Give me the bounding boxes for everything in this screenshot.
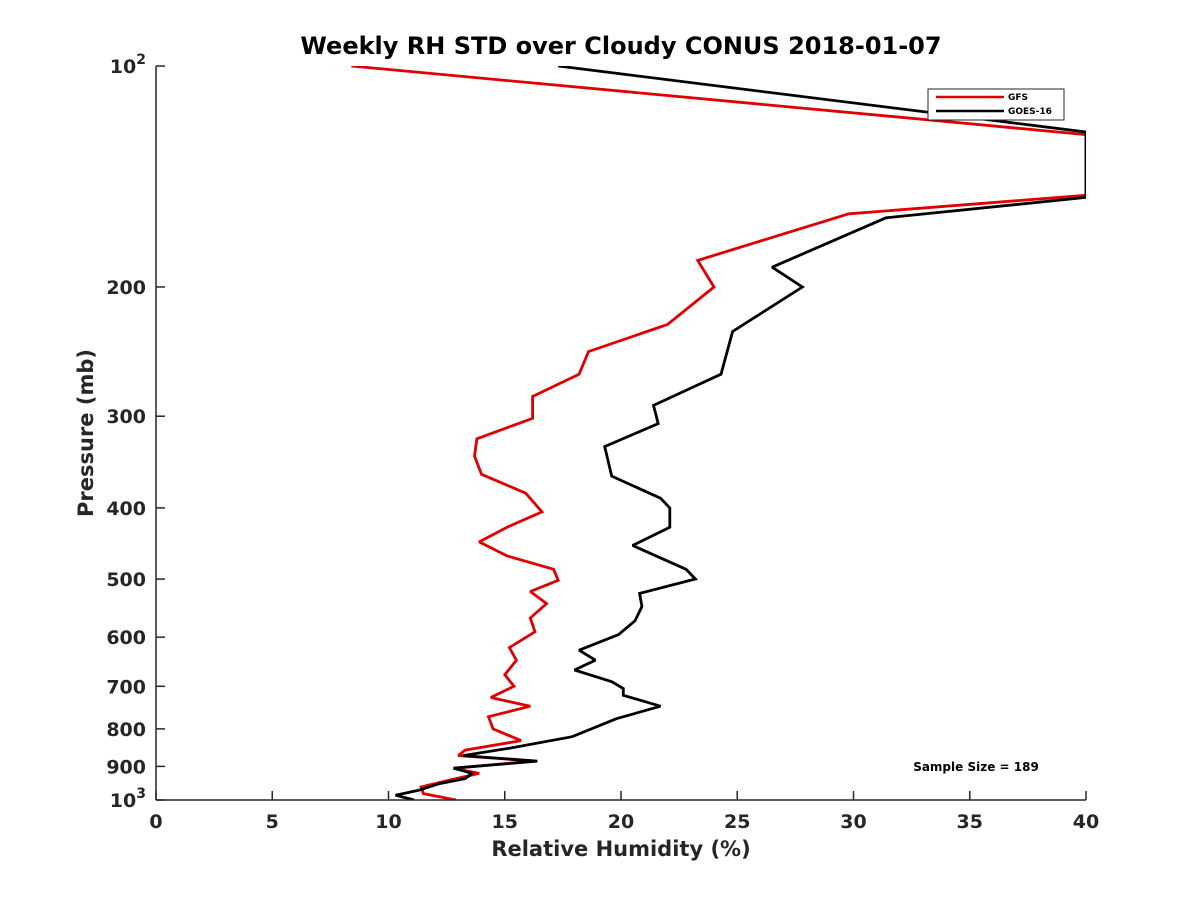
y-tick-label: 102 xyxy=(110,52,146,78)
y-tick-label: 300 xyxy=(106,406,146,428)
legend-box xyxy=(927,88,1065,121)
series-layer xyxy=(351,66,1086,800)
y-tick-label: 800 xyxy=(106,719,146,741)
x-tick-label: 40 xyxy=(1073,811,1099,833)
y-tick-label: 103 xyxy=(110,786,146,812)
legend-label-goes16: GOES-16 xyxy=(1008,107,1052,117)
y-tick-label: 600 xyxy=(106,627,146,649)
chart-title: Weekly RH STD over Cloudy CONUS 2018-01-… xyxy=(300,32,941,60)
y-tick-label: 200 xyxy=(106,277,146,299)
legend: GFS GOES-16 xyxy=(927,88,1065,121)
x-tick-label: 15 xyxy=(492,811,518,833)
series-line-gfs xyxy=(351,66,1086,800)
y-tick-label: 500 xyxy=(106,569,146,591)
x-ticks: 0 5 10 15 20 25 30 35 40 xyxy=(149,791,1099,833)
y-tick-label: 900 xyxy=(106,756,146,778)
sample-size-annotation: Sample Size = 189 xyxy=(913,760,1039,774)
series-line-goes16 xyxy=(395,66,1086,800)
y-tick-label: 700 xyxy=(106,676,146,698)
legend-label-gfs: GFS xyxy=(1008,93,1028,103)
x-tick-label: 25 xyxy=(724,811,750,833)
y-axis-title: Pressure (mb) xyxy=(74,349,98,517)
x-tick-label: 20 xyxy=(608,811,634,833)
x-tick-label: 0 xyxy=(149,811,162,833)
y-ticks: 102 200 300 400 500 600 700 800 900 103 xyxy=(106,52,165,812)
x-tick-label: 10 xyxy=(375,811,401,833)
y-tick-label: 400 xyxy=(106,498,146,520)
x-tick-label: 5 xyxy=(266,811,279,833)
x-tick-label: 35 xyxy=(957,811,983,833)
x-axis-title: Relative Humidity (%) xyxy=(491,837,750,861)
x-tick-label: 30 xyxy=(840,811,866,833)
